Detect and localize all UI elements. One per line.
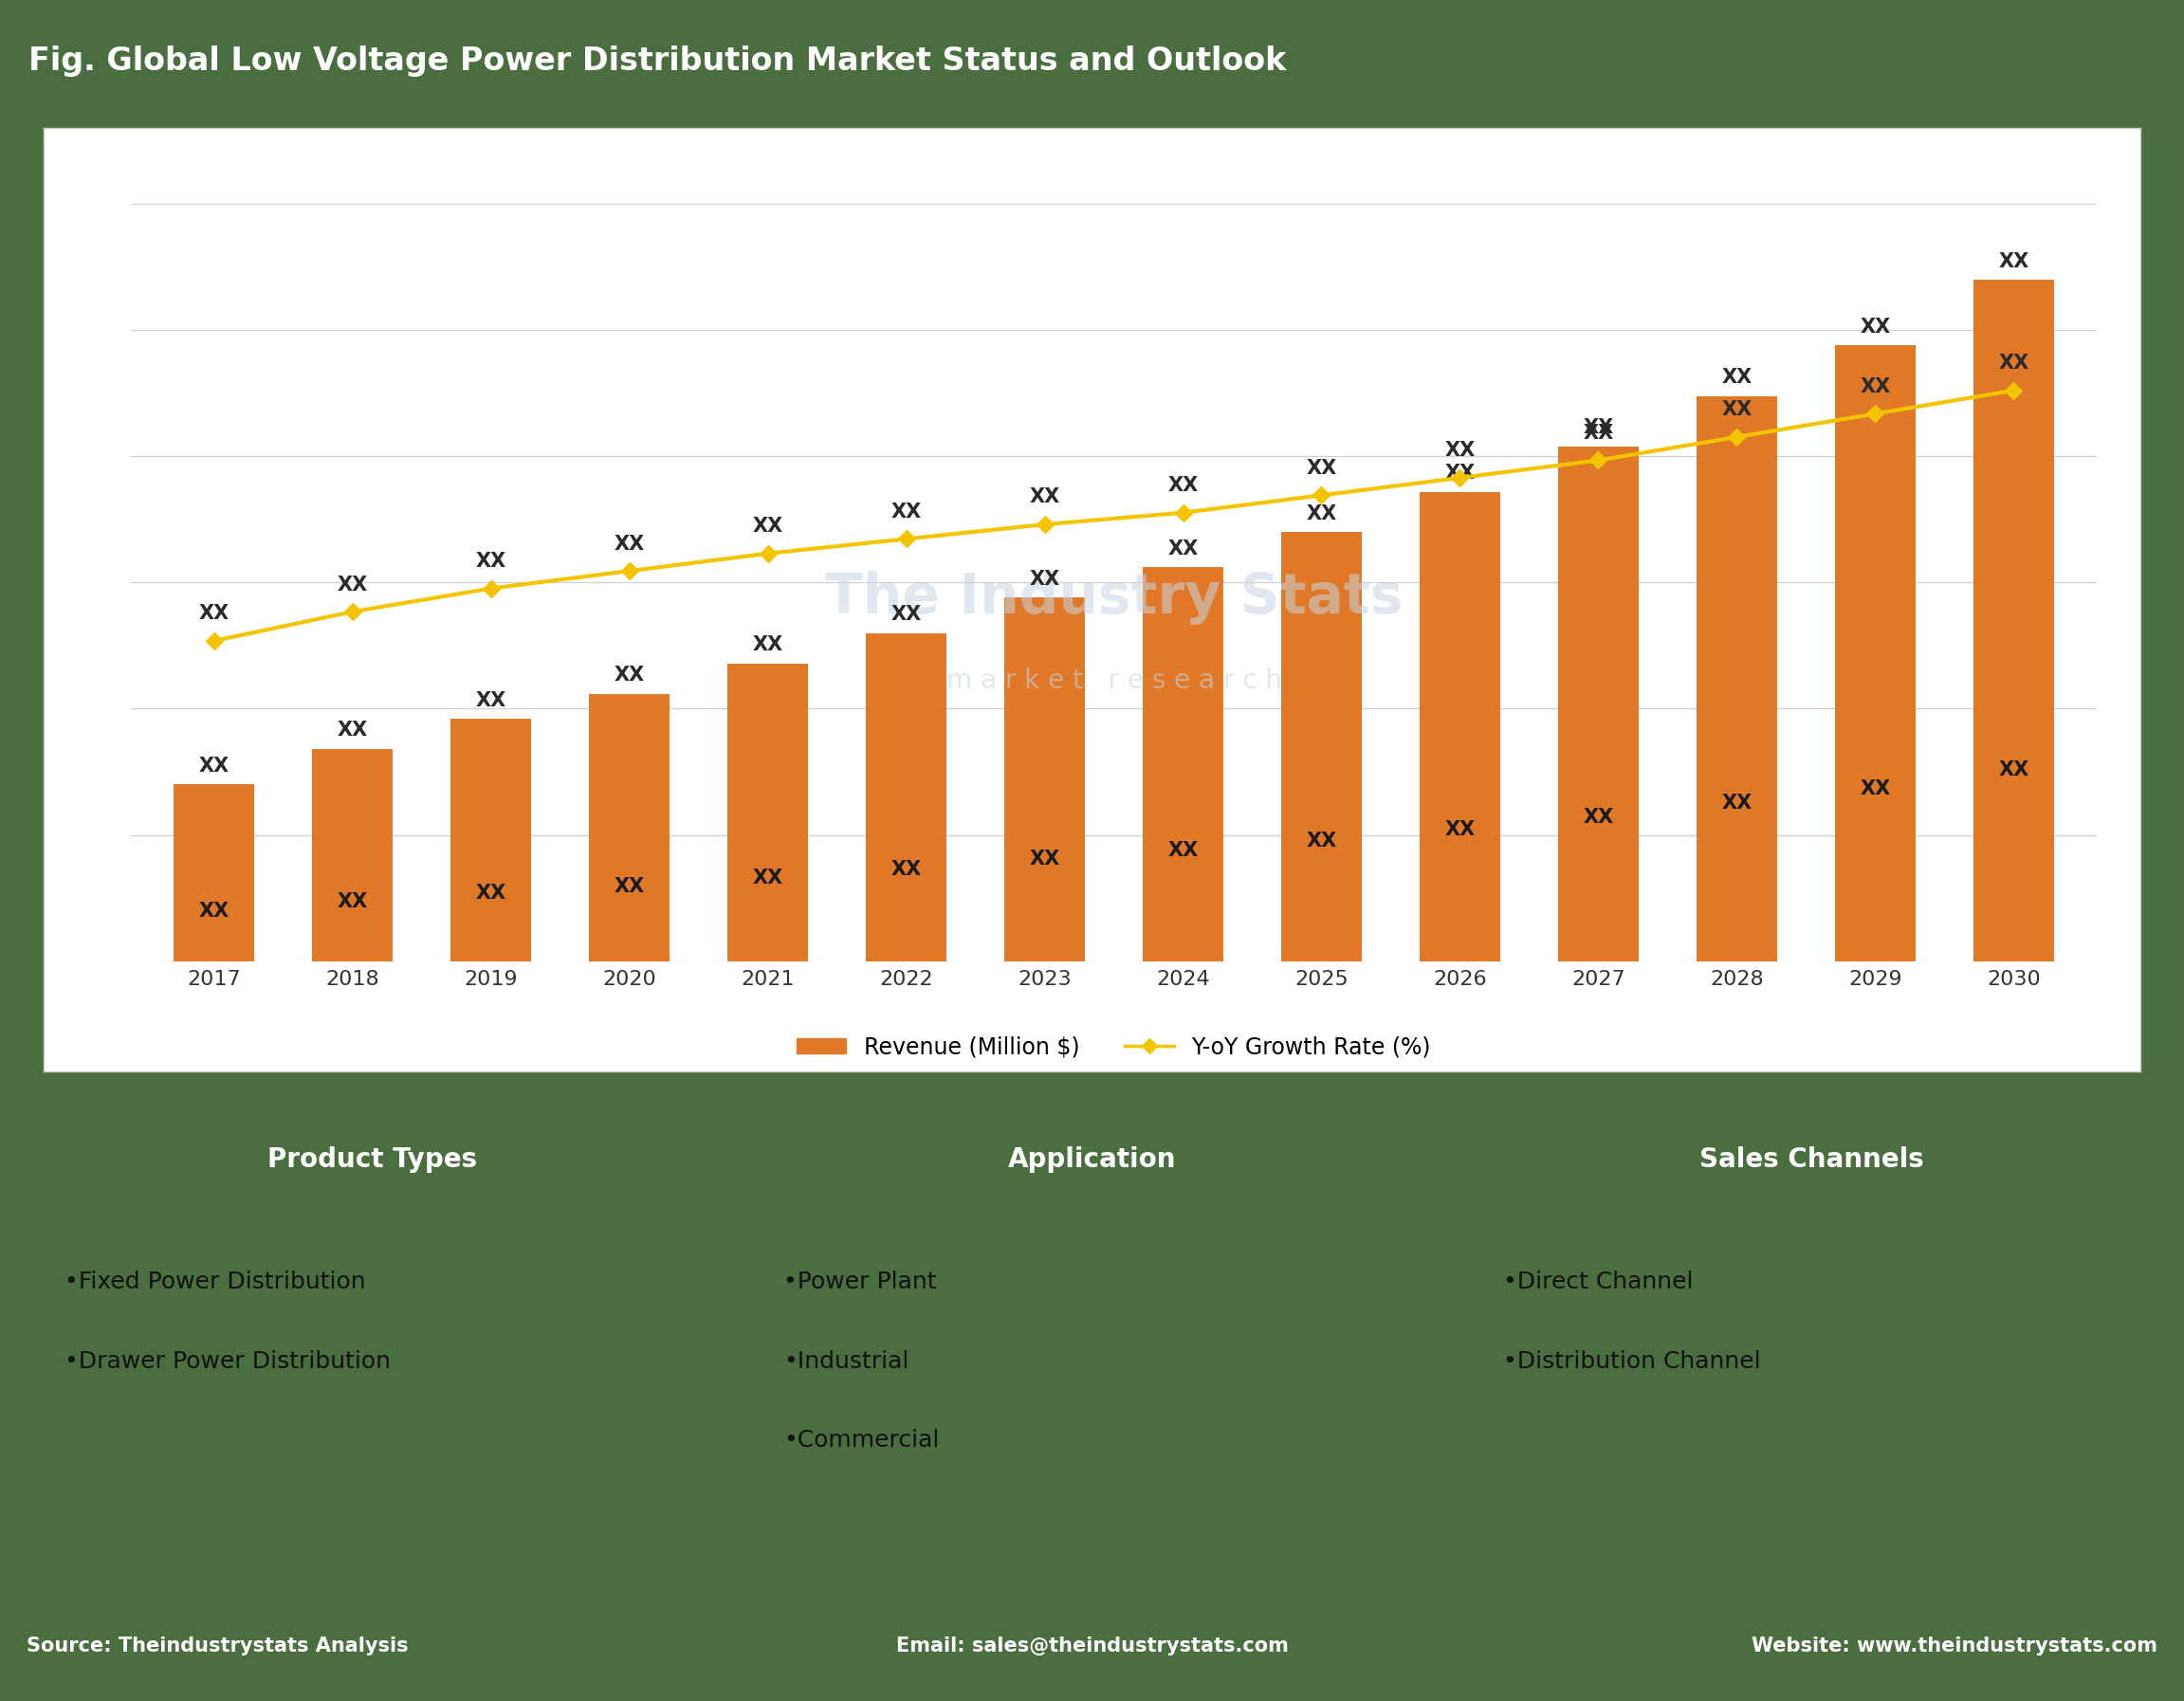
Text: XX: XX [199, 604, 229, 623]
Text: XX: XX [1306, 832, 1337, 850]
Text: XX: XX [1861, 318, 1891, 337]
Text: XX: XX [476, 551, 507, 572]
Text: The Industry Stats: The Industry Stats [826, 572, 1402, 624]
Bar [1142, 568, 1223, 961]
Text: XX: XX [1444, 464, 1474, 483]
Text: Email: sales@theindustrystats.com: Email: sales@theindustrystats.com [895, 1636, 1289, 1655]
Bar [1974, 279, 2053, 961]
Text: •Distribution Channel: •Distribution Channel [1503, 1351, 1760, 1373]
Text: Source: Theindustrystats Analysis: Source: Theindustrystats Analysis [26, 1636, 408, 1655]
Bar [590, 694, 670, 961]
Text: XX: XX [891, 859, 922, 879]
Text: Product Types: Product Types [269, 1146, 478, 1174]
Text: •Fixed Power Distribution: •Fixed Power Distribution [63, 1271, 365, 1294]
Text: XX: XX [614, 534, 644, 553]
Bar [727, 663, 808, 961]
Bar [312, 748, 393, 961]
Text: XX: XX [753, 634, 784, 655]
Text: XX: XX [1029, 850, 1059, 869]
Text: XX: XX [753, 868, 784, 888]
Text: m a r k e t   r e s e a r c h: m a r k e t r e s e a r c h [946, 668, 1282, 694]
Bar [1282, 532, 1361, 961]
Bar [1557, 446, 1638, 961]
Text: XX: XX [891, 502, 922, 521]
Text: •Drawer Power Distribution: •Drawer Power Distribution [63, 1351, 391, 1373]
Text: XX: XX [1168, 476, 1199, 495]
Text: XX: XX [1444, 441, 1474, 461]
Text: XX: XX [1168, 842, 1199, 861]
Text: XX: XX [476, 691, 507, 709]
Legend: Revenue (Million $), Y-oY Growth Rate (%): Revenue (Million $), Y-oY Growth Rate (%… [788, 1026, 1439, 1067]
Text: XX: XX [199, 757, 229, 776]
Bar [1835, 345, 1915, 961]
Text: XX: XX [1444, 820, 1474, 839]
Bar [1005, 597, 1085, 961]
Bar [450, 720, 531, 961]
Text: Fig. Global Low Voltage Power Distribution Market Status and Outlook: Fig. Global Low Voltage Power Distributi… [28, 46, 1286, 77]
Text: XX: XX [1306, 459, 1337, 478]
Text: XX: XX [1583, 808, 1614, 827]
Text: XX: XX [1998, 760, 2029, 779]
Bar [1697, 396, 1778, 961]
Text: Application: Application [1007, 1146, 1177, 1174]
Text: XX: XX [1306, 503, 1337, 522]
Text: •Direct Channel: •Direct Channel [1503, 1271, 1693, 1294]
Text: XX: XX [753, 517, 784, 536]
Text: XX: XX [1998, 252, 2029, 270]
Text: XX: XX [336, 575, 367, 594]
Text: XX: XX [1721, 367, 1752, 386]
Text: •Power Plant: •Power Plant [784, 1271, 937, 1294]
Text: XX: XX [336, 893, 367, 912]
Text: XX: XX [199, 902, 229, 922]
Bar [175, 784, 253, 961]
Text: •Commercial: •Commercial [784, 1429, 939, 1453]
Text: Sales Channels: Sales Channels [1699, 1146, 1924, 1174]
Bar [1420, 492, 1500, 961]
Text: XX: XX [1998, 354, 2029, 373]
Bar [867, 633, 946, 961]
Text: XX: XX [614, 876, 644, 896]
Text: XX: XX [1029, 570, 1059, 589]
Text: XX: XX [891, 606, 922, 624]
Text: XX: XX [1861, 378, 1891, 396]
Text: XX: XX [476, 885, 507, 903]
Text: XX: XX [614, 665, 644, 684]
Text: XX: XX [1168, 539, 1199, 558]
Text: XX: XX [336, 721, 367, 740]
Text: •Industrial: •Industrial [784, 1351, 909, 1373]
Text: XX: XX [1721, 400, 1752, 420]
Text: XX: XX [1029, 488, 1059, 507]
Text: Website: www.theindustrystats.com: Website: www.theindustrystats.com [1752, 1636, 2158, 1655]
Text: XX: XX [1583, 424, 1614, 442]
Text: XX: XX [1721, 793, 1752, 813]
Text: XX: XX [1583, 418, 1614, 437]
Text: XX: XX [1861, 779, 1891, 798]
